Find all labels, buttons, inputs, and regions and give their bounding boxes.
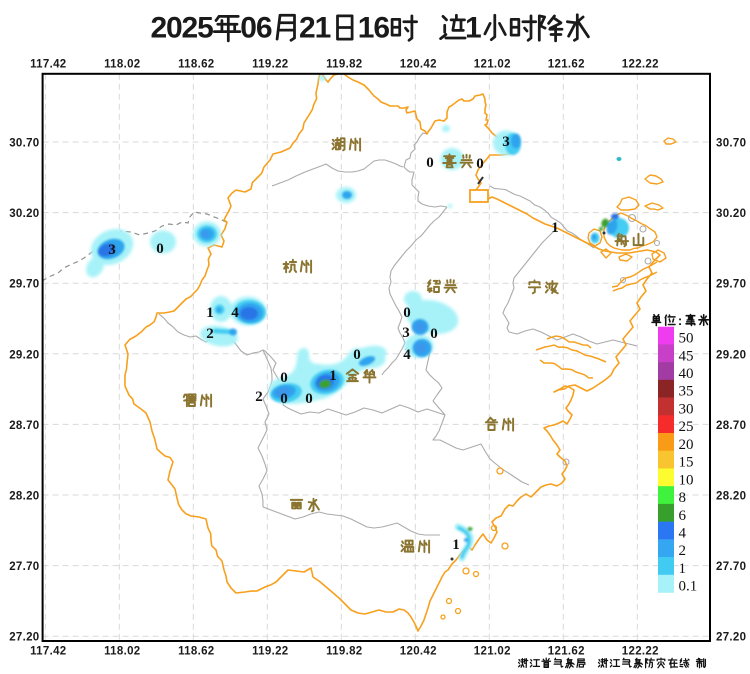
svg-text:4: 4 <box>231 305 239 321</box>
svg-text:0: 0 <box>166 12 183 45</box>
svg-text:30.70: 30.70 <box>716 138 746 150</box>
svg-text:121.62: 121.62 <box>548 59 585 71</box>
svg-text::: : <box>678 313 682 328</box>
svg-text:45: 45 <box>679 348 694 364</box>
svg-text:4: 4 <box>679 525 687 541</box>
svg-text:3: 3 <box>402 325 410 341</box>
svg-text:29.20: 29.20 <box>716 349 746 361</box>
svg-text:119.22: 119.22 <box>252 646 288 658</box>
svg-text:1: 1 <box>679 561 687 577</box>
svg-text:28.20: 28.20 <box>9 491 39 503</box>
svg-text:117.42: 117.42 <box>30 59 66 71</box>
svg-text:1: 1 <box>452 537 460 553</box>
svg-text:27.20: 27.20 <box>716 632 746 644</box>
svg-text:0: 0 <box>280 370 288 386</box>
svg-text:2: 2 <box>255 389 263 405</box>
svg-text:6: 6 <box>256 12 273 45</box>
svg-text:30: 30 <box>679 401 694 417</box>
svg-text:1: 1 <box>329 368 337 384</box>
svg-text:2: 2 <box>206 326 214 342</box>
svg-text:2: 2 <box>150 12 167 45</box>
svg-text:118.02: 118.02 <box>104 59 140 71</box>
svg-text:120.42: 120.42 <box>400 59 437 71</box>
svg-text:15: 15 <box>679 455 694 471</box>
svg-text:3: 3 <box>502 134 510 150</box>
svg-text:0: 0 <box>280 391 288 407</box>
svg-text:0: 0 <box>305 391 313 407</box>
svg-text:121.62: 121.62 <box>548 646 585 658</box>
svg-text:1: 1 <box>358 12 375 45</box>
svg-text:1: 1 <box>206 305 214 321</box>
svg-text:27.70: 27.70 <box>9 561 39 573</box>
svg-text:0: 0 <box>430 326 438 342</box>
svg-text:27.20: 27.20 <box>9 632 39 644</box>
svg-text:8: 8 <box>679 490 687 506</box>
svg-text:122.22: 122.22 <box>622 59 659 71</box>
svg-text:2: 2 <box>182 12 199 45</box>
svg-text:121.02: 121.02 <box>474 646 511 658</box>
svg-text:121.02: 121.02 <box>474 59 511 71</box>
svg-text:2: 2 <box>679 543 687 559</box>
svg-text:35: 35 <box>679 384 694 400</box>
svg-text:5: 5 <box>197 12 214 45</box>
svg-text:0: 0 <box>476 156 484 172</box>
svg-text:6: 6 <box>373 12 390 45</box>
svg-text:119.82: 119.82 <box>326 59 362 71</box>
svg-text:40: 40 <box>679 366 694 382</box>
svg-text:118.62: 118.62 <box>178 59 214 71</box>
svg-text:29.20: 29.20 <box>9 349 39 361</box>
svg-text:1: 1 <box>315 12 332 45</box>
svg-text:118.02: 118.02 <box>104 646 140 658</box>
svg-text:119.22: 119.22 <box>252 59 288 71</box>
svg-text:120.42: 120.42 <box>400 646 437 658</box>
svg-text:28.20: 28.20 <box>716 491 746 503</box>
svg-text:30.70: 30.70 <box>9 138 39 150</box>
svg-text:0: 0 <box>156 241 164 257</box>
svg-text:0.1: 0.1 <box>679 579 698 595</box>
svg-text:30.20: 30.20 <box>9 208 39 220</box>
svg-text:10: 10 <box>679 472 694 488</box>
svg-text:2: 2 <box>299 12 316 45</box>
svg-text:0: 0 <box>240 12 257 45</box>
svg-text:1: 1 <box>551 220 559 236</box>
svg-text:122.22: 122.22 <box>622 646 659 658</box>
svg-text:0: 0 <box>403 305 411 321</box>
svg-text:0: 0 <box>353 347 361 363</box>
svg-text:118.62: 118.62 <box>178 646 214 658</box>
svg-text:50: 50 <box>679 331 694 347</box>
svg-text:30.20: 30.20 <box>716 208 746 220</box>
svg-text:4: 4 <box>403 347 411 363</box>
svg-text:3: 3 <box>108 242 116 258</box>
svg-text:119.82: 119.82 <box>326 646 362 658</box>
svg-text:6: 6 <box>679 508 687 524</box>
svg-text:20: 20 <box>679 437 694 453</box>
svg-text:0: 0 <box>426 155 434 171</box>
svg-text:27.70: 27.70 <box>716 561 746 573</box>
svg-text:28.70: 28.70 <box>9 420 39 432</box>
svg-text:1: 1 <box>465 12 482 45</box>
svg-text:29.70: 29.70 <box>716 279 746 291</box>
svg-text:25: 25 <box>679 419 694 435</box>
svg-text:117.42: 117.42 <box>30 646 66 658</box>
svg-text:29.70: 29.70 <box>9 279 39 291</box>
svg-text:28.70: 28.70 <box>716 420 746 432</box>
